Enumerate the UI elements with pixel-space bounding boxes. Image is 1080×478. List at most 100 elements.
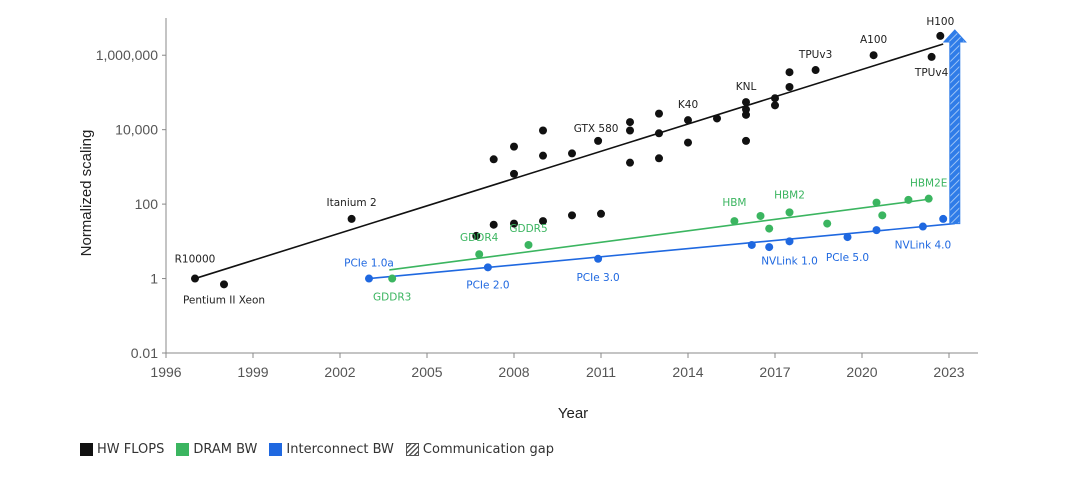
point-label-tpuv3: TPUv3 <box>798 49 832 61</box>
data-point-hw-flops <box>626 118 634 127</box>
axes: 1996 1999 2002 2005 2008 2011 2014 2017 2020 2023… <box>96 18 978 380</box>
data-point-hw-flops <box>597 209 605 218</box>
data-point-dram-bw <box>730 217 739 226</box>
data-point-dram-bw <box>524 240 533 249</box>
data-point-hw-flops <box>869 51 878 60</box>
point-label-nvlink-1-0: NVLink 1.0 <box>761 255 818 267</box>
data-point-hw-flops <box>771 101 779 110</box>
x-tick-label: 2002 <box>324 364 355 380</box>
y-axis-title: Normalized scaling <box>78 130 95 257</box>
data-point-hw-flops <box>510 142 518 151</box>
data-point-hw-flops <box>785 68 794 77</box>
data-point-hw-flops <box>347 214 356 223</box>
data-point-hw-flops <box>771 94 779 103</box>
data-point-hw-flops <box>510 169 518 178</box>
data-point-dram-bw <box>475 250 484 259</box>
point-label-pcie-3-0: PCIe 3.0 <box>576 272 619 284</box>
legend: HW FLOPS DRAM BW Interconnect BW Communi… <box>80 437 554 461</box>
communication-gap-arrow <box>942 29 967 225</box>
legend-item-interconnect-bw: Interconnect BW <box>269 442 394 457</box>
point-label-itanium-2: Itanium 2 <box>327 197 377 209</box>
point-label-pentium-ii-xeon: Pentium II Xeon <box>183 294 265 306</box>
point-label-gtx-580: GTX 580 <box>574 123 619 135</box>
data-point-dram-bw <box>756 211 765 220</box>
point-label-a100: A100 <box>860 34 887 46</box>
point-label-r10000: R10000 <box>175 254 216 266</box>
legend-label-interconnect-bw: Interconnect BW <box>286 441 394 457</box>
data-point-hw-flops <box>742 98 750 107</box>
data-point-hw-flops <box>539 217 547 226</box>
legend-swatch-interconnect-bw <box>269 442 283 456</box>
data-point-hw-flops <box>539 126 547 135</box>
legend-item-dram-bw: DRAM BW <box>176 442 257 457</box>
data-point-hw-flops <box>811 66 820 75</box>
data-point-hw-flops <box>684 138 692 147</box>
x-tick-label: 2017 <box>759 364 790 380</box>
y-tick-label: 0.01 <box>131 345 158 361</box>
x-tick-label: 2011 <box>586 364 616 380</box>
data-point-hw-flops <box>927 52 936 61</box>
data-point-interconnect-bw <box>747 240 756 249</box>
point-label-k40: K40 <box>678 99 698 111</box>
data-point-hw-flops <box>472 231 481 240</box>
data-point-dram-bw <box>388 274 397 283</box>
data-point-dram-bw <box>872 198 881 207</box>
x-tick-label: 2014 <box>672 364 703 380</box>
data-point-hw-flops <box>626 126 634 135</box>
data-point-dram-bw <box>765 224 774 233</box>
point-label-h100: H100 <box>926 16 954 28</box>
data-point-hw-flops <box>594 136 603 145</box>
data-point-hw-flops <box>489 220 498 229</box>
y-tick-label: 1 <box>150 271 158 287</box>
y-tick-label: 10,000 <box>115 122 158 138</box>
data-point-interconnect-bw <box>594 254 603 263</box>
trend-lines <box>194 43 955 280</box>
data-point-interconnect-bw <box>939 214 948 223</box>
data-point-hw-flops <box>713 114 721 123</box>
data-point-dram-bw <box>785 208 794 217</box>
data-point-hw-flops <box>626 158 634 167</box>
point-label-pcie-5-0: PCIe 5.0 <box>826 252 869 264</box>
data-point-interconnect-bw <box>365 274 373 283</box>
data-point-interconnect-bw <box>872 226 881 235</box>
x-tick-label: 2008 <box>498 364 529 380</box>
data-point-dram-bw <box>904 195 913 204</box>
x-tick-label: 1996 <box>150 364 181 380</box>
data-point-dram-bw <box>878 211 887 220</box>
point-label-gddr5: GDDR5 <box>509 223 547 235</box>
data-point-hw-flops <box>655 154 663 163</box>
point-labels: R10000 Pentium II Xeon Itanium 2 GTX 580 K40… <box>175 16 955 306</box>
legend-label-dram-bw: DRAM BW <box>193 441 258 457</box>
data-point-hw-flops <box>655 129 663 138</box>
legend-swatch-hw-flops <box>80 442 93 456</box>
legend-swatch-communication-gap <box>405 442 419 456</box>
point-label-gddr4: GDDR4 <box>460 232 499 244</box>
legend-label-hw-flops: HW FLOPS <box>97 441 165 457</box>
data-point-hw-flops <box>220 280 228 289</box>
data-point-interconnect-bw <box>918 222 927 231</box>
data-point-interconnect-bw <box>483 263 492 272</box>
data-point-hw-flops <box>568 149 576 158</box>
data-point-hw-flops <box>510 219 518 228</box>
data-point-hw-flops <box>191 274 199 283</box>
x-axis-title: Year <box>558 405 588 422</box>
point-label-pcie-1-0a: PCIe 1.0a <box>344 258 394 270</box>
data-point-hw-flops <box>785 83 794 92</box>
data-point-hw-flops <box>568 211 576 220</box>
data-point-hw-flops <box>655 109 663 118</box>
y-tick-label: 1,000,000 <box>96 47 158 63</box>
legend-item-hw-flops: HW FLOPS <box>80 442 164 457</box>
trend-line-interconnect-bw <box>368 222 955 280</box>
data-point-hw-flops <box>539 151 547 160</box>
data-point-interconnect-bw <box>785 237 794 246</box>
data-point-hw-flops <box>742 136 750 145</box>
trend-line-hw-flops <box>194 43 944 280</box>
data-point-interconnect-bw <box>843 233 852 242</box>
data-point-hw-flops <box>684 116 692 125</box>
x-tick-label: 1999 <box>237 364 268 380</box>
communication-gap-arrow-shape <box>942 29 967 225</box>
legend-label-communication-gap: Communication gap <box>422 441 554 457</box>
point-label-gddr3: GDDR3 <box>373 292 411 304</box>
data-points <box>191 31 948 289</box>
